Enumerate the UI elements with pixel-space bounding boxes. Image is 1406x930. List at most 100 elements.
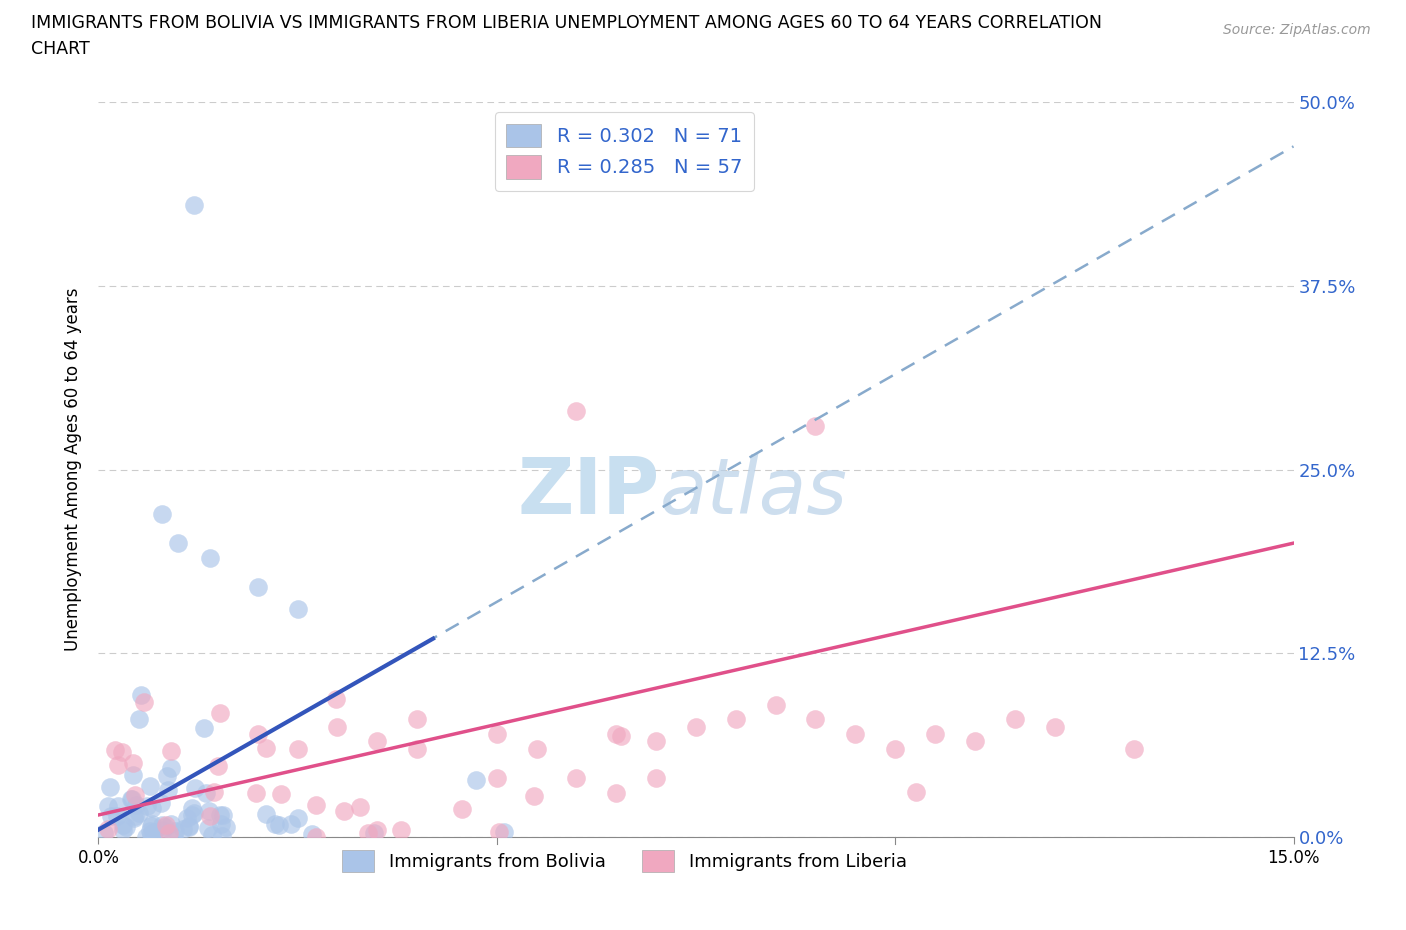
Point bbox=[177, 820, 200, 835]
Point bbox=[124, 787, 146, 802]
Point bbox=[357, 825, 380, 840]
Point bbox=[138, 778, 160, 793]
Point bbox=[804, 418, 827, 433]
Point bbox=[212, 808, 235, 823]
Point bbox=[163, 830, 186, 844]
Text: ZIP: ZIP bbox=[517, 454, 661, 530]
Point bbox=[105, 808, 128, 823]
Point bbox=[122, 755, 145, 770]
Point bbox=[156, 768, 179, 783]
Point bbox=[366, 822, 388, 837]
Point bbox=[141, 818, 163, 833]
Point bbox=[132, 695, 155, 710]
Point bbox=[305, 830, 328, 844]
Point bbox=[97, 799, 120, 814]
Point bbox=[150, 506, 173, 521]
Point bbox=[451, 801, 474, 816]
Point bbox=[183, 781, 205, 796]
Point bbox=[98, 780, 121, 795]
Point bbox=[193, 721, 215, 736]
Point bbox=[488, 825, 510, 840]
Point bbox=[111, 822, 134, 837]
Point bbox=[167, 536, 190, 551]
Point bbox=[172, 822, 194, 837]
Text: IMMIGRANTS FROM BOLIVIA VS IMMIGRANTS FROM LIBERIA UNEMPLOYMENT AMONG AGES 60 TO: IMMIGRANTS FROM BOLIVIA VS IMMIGRANTS FR… bbox=[31, 14, 1102, 32]
Point bbox=[122, 767, 145, 782]
Point bbox=[485, 726, 508, 741]
Point bbox=[406, 712, 429, 727]
Point bbox=[124, 808, 146, 823]
Point bbox=[209, 817, 232, 831]
Text: atlas: atlas bbox=[661, 454, 848, 530]
Point bbox=[115, 819, 138, 834]
Point bbox=[194, 786, 217, 801]
Point bbox=[163, 824, 186, 839]
Point bbox=[287, 741, 309, 756]
Point bbox=[270, 787, 292, 802]
Point bbox=[963, 734, 986, 749]
Point bbox=[301, 827, 323, 842]
Point bbox=[605, 726, 627, 741]
Point bbox=[198, 808, 221, 823]
Point bbox=[565, 771, 588, 786]
Point bbox=[120, 791, 142, 806]
Point bbox=[141, 817, 163, 831]
Point bbox=[142, 825, 165, 840]
Point bbox=[325, 691, 347, 706]
Point bbox=[112, 817, 135, 832]
Point bbox=[160, 761, 183, 776]
Point bbox=[198, 551, 221, 565]
Point bbox=[93, 825, 115, 840]
Point bbox=[157, 825, 180, 840]
Point bbox=[685, 720, 707, 735]
Point bbox=[1123, 741, 1146, 756]
Point bbox=[207, 758, 229, 773]
Point bbox=[181, 807, 204, 822]
Point bbox=[121, 791, 143, 806]
Point bbox=[107, 758, 129, 773]
Point bbox=[141, 801, 163, 816]
Point bbox=[160, 817, 183, 831]
Point bbox=[287, 602, 309, 617]
Point bbox=[155, 818, 177, 833]
Point bbox=[128, 805, 150, 820]
Point bbox=[245, 786, 267, 801]
Point bbox=[183, 198, 205, 213]
Point bbox=[645, 771, 668, 786]
Point bbox=[565, 404, 588, 418]
Text: Source: ZipAtlas.com: Source: ZipAtlas.com bbox=[1223, 23, 1371, 37]
Point bbox=[215, 819, 238, 834]
Point bbox=[645, 734, 668, 749]
Point bbox=[131, 687, 153, 702]
Point bbox=[183, 805, 205, 820]
Point bbox=[526, 741, 548, 756]
Point bbox=[287, 810, 309, 825]
Point bbox=[100, 808, 122, 823]
Point bbox=[610, 729, 633, 744]
Point bbox=[181, 801, 204, 816]
Point bbox=[179, 818, 201, 833]
Point bbox=[465, 772, 488, 787]
Point bbox=[208, 807, 231, 822]
Point bbox=[201, 828, 224, 843]
Point bbox=[406, 741, 429, 756]
Point bbox=[844, 726, 866, 741]
Point bbox=[804, 712, 827, 727]
Point bbox=[153, 819, 176, 834]
Point bbox=[125, 797, 148, 812]
Point bbox=[198, 804, 221, 818]
Point bbox=[150, 795, 173, 810]
Point bbox=[111, 745, 134, 760]
Point bbox=[157, 783, 180, 798]
Point bbox=[724, 712, 747, 727]
Point bbox=[97, 822, 120, 837]
Point bbox=[142, 825, 165, 840]
Point bbox=[202, 785, 225, 800]
Point bbox=[924, 726, 946, 741]
Y-axis label: Unemployment Among Ages 60 to 64 years: Unemployment Among Ages 60 to 64 years bbox=[63, 288, 82, 651]
Point bbox=[523, 789, 546, 804]
Point bbox=[485, 771, 508, 786]
Point bbox=[246, 726, 269, 741]
Point bbox=[326, 720, 349, 735]
Point bbox=[139, 827, 162, 842]
